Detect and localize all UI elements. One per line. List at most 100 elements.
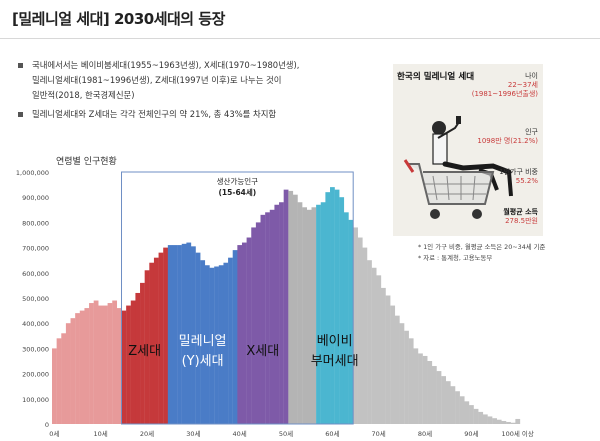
working-age-box [121,171,354,425]
bar [149,262,155,424]
bar [418,353,423,424]
bar [116,308,122,424]
bar [496,419,502,424]
bar [455,391,460,424]
bar [316,204,321,424]
x-tick-label: 50세 [279,429,293,438]
bar [274,204,280,424]
bar [325,192,331,424]
bar [65,323,71,424]
bar [167,245,173,424]
bar [431,366,437,424]
bar [320,202,326,424]
bullet-list: 국내에서서는 베이비붐세대(1955~1963년생), X세대(1970~198… [18,58,348,126]
working-age-label: 생산가능인구 [217,176,258,186]
bar [246,237,252,424]
bar [292,194,298,424]
bar [408,338,414,424]
y-tick-label: 800,000 [22,219,49,227]
bar [84,308,90,424]
bar [228,257,233,424]
bar [371,267,377,424]
bar [436,371,442,424]
stat-income: 월평균 소득 278.5만원 [503,208,538,226]
bar [237,245,243,424]
bar [163,247,168,424]
bar [89,303,94,424]
x-tick-label: 0세 [49,429,59,438]
y-tick-label: 400,000 [22,320,49,328]
y-tick-label: 900,000 [22,194,49,202]
stat-population: 인구 1098만 명(21.2%) [477,128,538,146]
x-tick-label: 60세 [325,429,339,438]
bullet-line: 밀레니얼세대(1981~1996년생), Z세대(1997년 이후)로 나누는 … [32,75,282,85]
stat-value: 1098만 명(21.2%) [477,137,538,145]
bar [241,242,247,424]
bar [251,227,257,424]
bar [135,292,141,424]
bar [302,207,307,424]
bar [441,376,447,424]
bar [121,310,127,424]
bar [75,313,80,424]
footnote: * 1인 가구 비중, 월평균 소득은 20~34세 기준 [418,243,546,251]
bar [487,416,493,424]
bar [297,202,303,424]
bar [506,421,511,424]
bar [353,227,358,424]
shopping-cart-illustration [403,116,513,219]
x-tick-label: 70세 [372,429,386,438]
stat-label: 1인가구 비중 [499,168,538,176]
bar [464,401,470,424]
bar [311,207,317,424]
stat-value: 22~37세 [507,81,538,89]
bullet-line: 밀레니얼세대와 Z세대는 각각 전체인구의 약 21%, 총 43%를 차지함 [32,109,277,119]
y-tick-label: 700,000 [22,245,49,253]
bar [390,305,396,424]
bullet-item: 국내에서서는 베이비붐세대(1955~1963년생), X세대(1970~198… [18,58,348,103]
bar [79,310,85,424]
bar [422,355,428,424]
bullet-item: 밀레니얼세대와 Z세대는 각각 전체인구의 약 21%, 총 43%를 차지함 [18,107,348,122]
bar [330,187,335,424]
stat-single-household: 1인가구 비중 55.2% [499,168,538,186]
bar [172,245,178,424]
bullet-marker [18,63,23,68]
stat-label: 나이 [525,72,538,80]
bar [70,318,76,424]
generation-label: Z세대 [128,344,161,359]
bar [501,420,507,424]
bullet-line: 국내에서서는 베이비붐세대(1955~1963년생), X세대(1970~198… [32,60,300,70]
bar [413,348,419,424]
x-tick-label: 20세 [140,429,154,438]
y-tick-label: 0 [45,421,49,429]
y-tick-label: 300,000 [22,345,49,353]
x-tick-label: 90세 [464,429,478,438]
y-tick-label: 1,000,000 [16,169,49,177]
bar [357,237,363,424]
bar [343,212,349,424]
bar [362,247,368,424]
bar [102,305,108,424]
bar [404,330,409,424]
bar [510,422,516,424]
bar [130,300,136,424]
bar [107,303,113,424]
bar [204,265,210,424]
stat-label: 월평균 소득 [503,208,538,216]
bar [478,411,484,424]
stat-subvalue: (1981~1996년출생) [471,90,538,98]
bar [98,305,104,424]
x-tick-label: 40세 [233,429,247,438]
bar [112,300,118,424]
bar [334,189,340,424]
bar [126,305,131,424]
bar [93,300,99,424]
bar [181,243,187,424]
generation-label: 베이비 [317,334,353,349]
y-tick-label: 200,000 [22,371,49,379]
x-tick-label: 80세 [418,429,432,438]
bar [56,338,62,424]
bar [218,265,224,424]
